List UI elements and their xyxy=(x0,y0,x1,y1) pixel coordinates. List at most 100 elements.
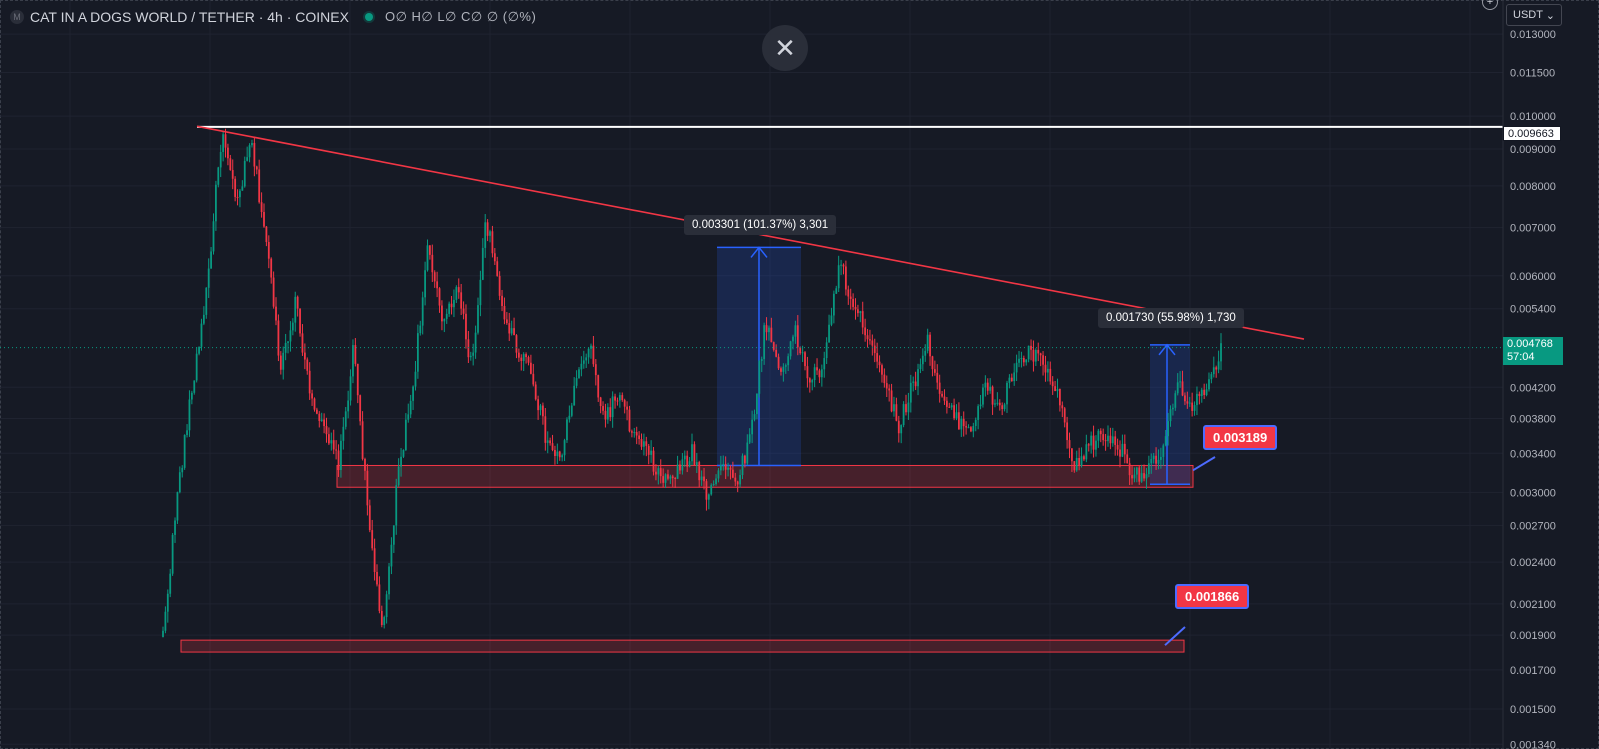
candle-body xyxy=(977,406,980,420)
candle-body xyxy=(284,342,287,353)
candle-body xyxy=(198,346,200,354)
candle-body xyxy=(866,335,869,340)
candle-body xyxy=(1133,474,1136,479)
price-tick-label: 0.007000 xyxy=(1510,223,1556,235)
candle-body xyxy=(869,339,871,341)
currency-select[interactable]: USDT ⌄ xyxy=(1506,4,1562,26)
candle-body xyxy=(1078,457,1081,466)
candle-body xyxy=(513,328,515,336)
candle-body xyxy=(881,365,883,375)
candle-body xyxy=(277,320,280,356)
candle-body xyxy=(1001,405,1004,410)
candle-body xyxy=(505,319,508,324)
candle-body xyxy=(669,476,672,479)
candle-body xyxy=(395,485,398,526)
close-icon[interactable]: ✕ xyxy=(762,25,808,71)
candle-body xyxy=(431,254,434,273)
candle-body xyxy=(890,390,893,412)
candle-body xyxy=(736,481,739,485)
candle-body xyxy=(1003,404,1006,410)
candle-body xyxy=(323,419,326,427)
candle-body xyxy=(679,464,681,471)
candle-body xyxy=(659,468,662,477)
candle-body xyxy=(539,405,542,411)
price-tick-label: 0.003400 xyxy=(1510,448,1556,460)
candle-body xyxy=(1109,435,1112,444)
candle-body xyxy=(311,393,313,399)
candlestick-series xyxy=(162,128,1222,638)
candle-body xyxy=(558,451,561,458)
candle-body xyxy=(419,325,422,334)
candle-body xyxy=(965,426,968,428)
candle-body xyxy=(864,327,867,336)
candle-body xyxy=(388,566,390,595)
candle-body xyxy=(614,396,616,401)
candle-body xyxy=(368,505,371,531)
candle-body xyxy=(640,439,643,447)
candle-body xyxy=(450,303,453,308)
candle-body xyxy=(231,170,234,179)
candle-body xyxy=(337,450,340,471)
candle-body xyxy=(383,617,386,625)
candle-body xyxy=(1196,393,1198,406)
candle-body xyxy=(693,444,696,466)
candle-body xyxy=(486,222,489,236)
candle-body xyxy=(1191,402,1194,411)
candle-body xyxy=(166,593,169,612)
candle-body xyxy=(241,186,244,191)
candle-body xyxy=(477,305,479,333)
candle-body xyxy=(792,336,794,342)
candle-body xyxy=(243,160,246,187)
candle-body xyxy=(207,268,210,288)
candle-body xyxy=(318,413,321,422)
candle-body xyxy=(991,386,994,405)
candle-body xyxy=(462,308,465,314)
candle-body xyxy=(765,325,768,333)
candle-body xyxy=(806,366,809,379)
price-tick-label: 0.005400 xyxy=(1510,304,1556,316)
candle-body xyxy=(760,359,763,361)
candle-body xyxy=(376,571,378,585)
candle-body xyxy=(291,322,294,331)
candle-body xyxy=(1159,456,1162,460)
candle-body xyxy=(296,296,299,309)
candle-body xyxy=(828,324,830,343)
candle-body xyxy=(275,306,277,321)
candle-body xyxy=(469,355,472,358)
candle-body xyxy=(962,418,965,427)
candle-body xyxy=(448,303,451,314)
candle-body xyxy=(282,352,285,370)
candle-body xyxy=(623,400,626,407)
candle-body xyxy=(522,354,525,361)
candle-body xyxy=(246,157,249,161)
symbol-title[interactable]: CAT IN A DOGS WORLD / TETHER · 4h · COIN… xyxy=(30,9,349,25)
candle-body xyxy=(332,440,335,450)
candle-body xyxy=(465,313,467,340)
candle-body xyxy=(859,311,862,314)
candle-body xyxy=(299,308,301,334)
candle-body xyxy=(729,467,732,470)
candle-body xyxy=(171,534,174,574)
candle-body xyxy=(1167,421,1169,437)
candle-body xyxy=(287,341,289,343)
candle-body xyxy=(1162,445,1165,457)
candle-body xyxy=(325,426,328,435)
candle-body xyxy=(575,378,578,386)
candle-body xyxy=(794,325,797,337)
candle-body xyxy=(638,435,640,440)
candle-body xyxy=(1220,343,1222,362)
candle-body xyxy=(1205,389,1208,396)
candle-body xyxy=(416,333,419,372)
candle-body xyxy=(1119,449,1121,457)
candle-body xyxy=(885,383,888,389)
price-label[interactable]: 0.003189 xyxy=(1203,425,1278,450)
candle-body xyxy=(871,340,874,346)
candle-body xyxy=(566,419,568,441)
candle-body xyxy=(811,380,814,383)
price-label[interactable]: 0.001866 xyxy=(1175,584,1250,609)
candle-body xyxy=(222,134,225,152)
price-tick-label: 0.008000 xyxy=(1510,181,1556,193)
candle-body xyxy=(1212,367,1215,375)
candle-body xyxy=(917,369,919,387)
